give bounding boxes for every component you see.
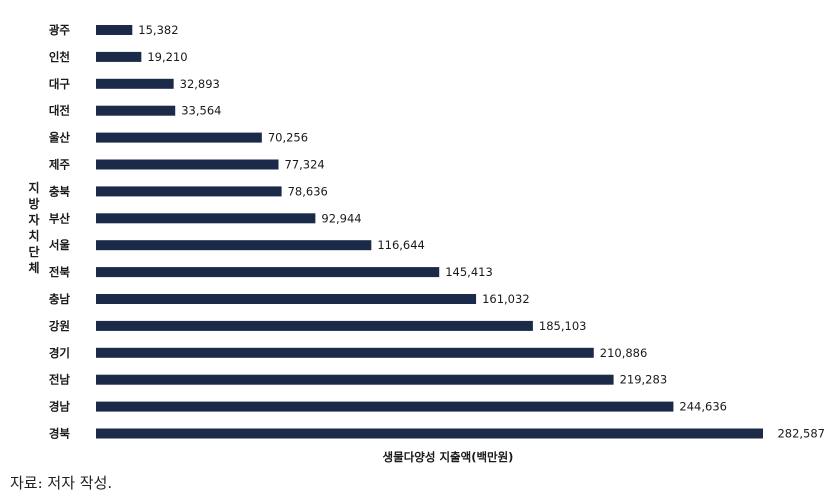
y-axis-label-char: 지 (28, 180, 39, 195)
value-label: 185,103 (539, 319, 587, 333)
category-label: 대구 (49, 77, 71, 91)
y-axis-label-char: 체 (28, 260, 39, 275)
value-label: 92,944 (321, 211, 361, 225)
category-label: 울산 (49, 131, 71, 145)
bar (96, 78, 174, 89)
bar (96, 51, 142, 62)
bar (96, 25, 133, 35)
value-label: 145,413 (445, 265, 493, 279)
bar (96, 374, 614, 385)
y-axis-label-char: 단 (28, 244, 39, 259)
y-axis-label-char: 자 (28, 212, 39, 227)
bar (96, 347, 594, 358)
source-note: 자료: 저자 작성. (10, 474, 113, 492)
bar (96, 105, 176, 116)
value-label: 282,587 (777, 427, 825, 441)
bar (96, 186, 282, 197)
category-label: 경기 (49, 346, 70, 360)
bar (96, 132, 262, 143)
value-label: 210,886 (600, 346, 648, 360)
bar (96, 240, 372, 251)
category-label: 충남 (49, 292, 71, 306)
value-label: 161,032 (482, 292, 530, 306)
value-label: 32,893 (180, 77, 220, 91)
bar (96, 428, 763, 439)
value-label: 19,210 (147, 50, 187, 64)
category-label: 경남 (49, 400, 71, 414)
value-label: 77,324 (285, 158, 325, 172)
category-label: 인천 (49, 50, 70, 64)
category-label: 전남 (49, 373, 71, 387)
category-label: 부산 (49, 211, 71, 225)
bar (96, 294, 477, 304)
bar (96, 320, 533, 331)
category-label: 서울 (49, 238, 71, 252)
category-label: 강원 (49, 319, 70, 333)
bar (96, 267, 440, 278)
category-label: 전북 (49, 265, 71, 279)
value-label: 116,644 (377, 238, 425, 252)
category-label: 대전 (49, 104, 70, 118)
category-label: 경북 (49, 427, 71, 441)
y-axis-label-char: 치 (28, 228, 39, 243)
bar (96, 159, 279, 170)
y-axis-label-char: 방 (28, 196, 39, 211)
value-label: 33,564 (181, 104, 221, 118)
category-label: 제주 (49, 158, 71, 172)
value-label: 70,256 (268, 131, 308, 145)
bars: 광주 15,382 인천 19,210 대구 32,893 대전 33,564 울산 70,256… (49, 23, 825, 441)
x-axis-label: 생물다양성 지출액(백만원) (383, 450, 514, 464)
value-label: 219,283 (620, 373, 668, 387)
bar (96, 401, 674, 412)
category-label: 충북 (49, 184, 71, 198)
value-label: 78,636 (288, 184, 328, 198)
value-label: 244,636 (679, 400, 727, 414)
bar (96, 213, 316, 224)
value-label: 15,382 (138, 23, 178, 37)
category-label: 광주 (49, 23, 71, 37)
